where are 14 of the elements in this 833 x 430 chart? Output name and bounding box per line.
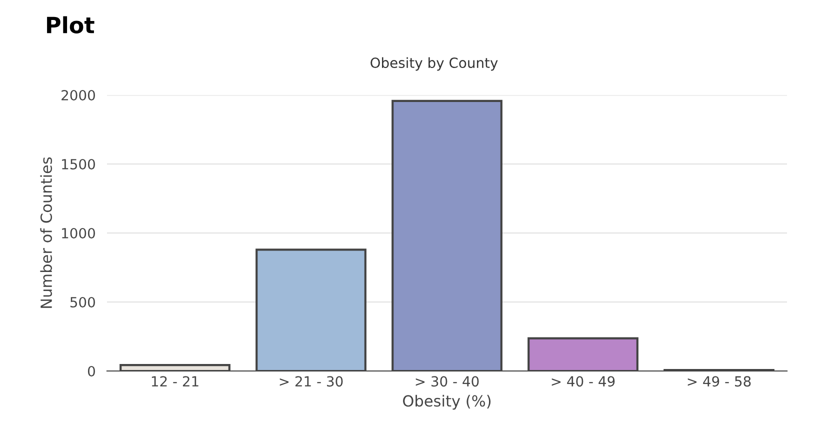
x-axis-title: Obesity (%) [403,394,491,410]
x-tick-label: > 30 - 40 [416,376,479,387]
y-tick-label: 0 [88,366,95,376]
y-tick-label: 500 [70,296,95,308]
x-tick-label: > 49 - 58 [688,376,751,387]
x-tick-label: 12 - 21 [152,376,198,386]
y-tick-label: 2000 [62,90,95,100]
y-axis-title: Number of Counties [40,157,52,308]
chart-title: Plot [47,16,94,34]
chart-subtitle: Obesity by County [370,57,498,71]
x-tick-label: > 21 - 30 [280,376,343,387]
y-tick-label: 1500 [62,158,95,170]
y-tick-label: 1000 [62,228,95,238]
x-tick-label: > 40 - 49 [552,376,615,387]
